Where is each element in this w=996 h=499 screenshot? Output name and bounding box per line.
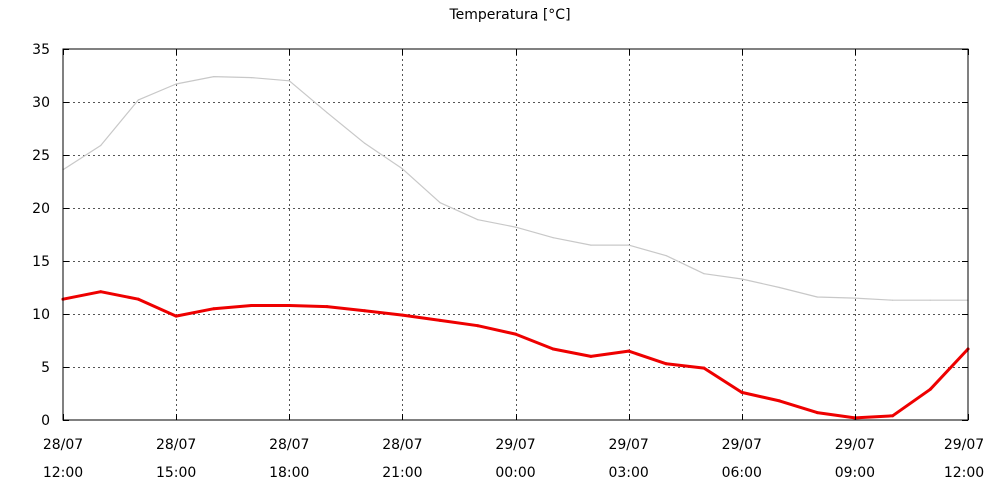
- series-red-point-2: [136, 297, 140, 301]
- series-gray-point-23: [929, 299, 931, 301]
- y-tick-label-0: 0: [41, 413, 50, 429]
- axis-ticks: [63, 49, 969, 421]
- series-gray-point-18: [741, 278, 743, 280]
- x-tick-date-4: 29/07: [495, 437, 535, 453]
- x-tick-date-7: 29/07: [835, 437, 875, 453]
- series-red-point-22: [891, 414, 895, 418]
- series-gray-point-11: [477, 219, 479, 221]
- series-red-point-7: [325, 305, 329, 309]
- series-gray-point-16: [665, 255, 667, 257]
- x-tick-time-4: 00:00: [495, 465, 535, 481]
- series-gray-point-7: [326, 112, 328, 114]
- x-tick-time-7: 09:00: [835, 465, 875, 481]
- y-tick-label-1: 5: [41, 360, 50, 376]
- series-gray-point-22: [892, 299, 894, 301]
- series-red-point-19: [778, 399, 781, 403]
- series-red-point-1: [99, 290, 103, 294]
- series-gray-point-5: [250, 77, 253, 79]
- series-gray-point-3: [175, 83, 177, 85]
- series-red-point-14: [589, 354, 593, 358]
- data-series: [61, 75, 970, 420]
- series-red-point-9: [400, 313, 404, 317]
- x-tick-time-0: 12:00: [43, 465, 83, 481]
- x-tick-date-2: 28/07: [269, 437, 309, 453]
- series-red-point-8: [363, 309, 367, 313]
- series-gray: [62, 75, 969, 301]
- x-tick-date-5: 29/07: [608, 437, 648, 453]
- plot-frame: [62, 48, 969, 421]
- x-tick-date-8: 29/07: [944, 437, 984, 453]
- x-tick-time-3: 21:00: [382, 465, 422, 481]
- series-red-point-10: [438, 318, 442, 322]
- series-gray-point-17: [703, 273, 705, 275]
- series-red-point-13: [551, 347, 555, 351]
- y-tick-label-6: 30: [32, 95, 50, 111]
- series-red-point-17: [702, 366, 706, 370]
- series-red-point-20: [815, 411, 819, 415]
- series-gray-point-4: [213, 76, 215, 78]
- series-red-point-15: [627, 349, 631, 353]
- x-tick-time-1: 15:00: [156, 465, 196, 481]
- x-tick-time-2: 18:00: [269, 465, 309, 481]
- x-tick-time-5: 03:00: [608, 465, 648, 481]
- x-tick-date-3: 28/07: [382, 437, 422, 453]
- y-tick-label-7: 35: [32, 42, 50, 58]
- series-gray-point-15: [628, 244, 630, 246]
- series-gray-point-13: [552, 237, 554, 239]
- x-tick-date-1: 28/07: [156, 437, 196, 453]
- grid-lines: [63, 49, 968, 420]
- series-red-point-12: [514, 332, 517, 336]
- series-red-point-16: [664, 362, 668, 366]
- series-red-point-18: [740, 390, 744, 394]
- series-red-point-3: [174, 314, 178, 318]
- x-axis-tick-labels: 28/07 12:00 28/07 15:00 28/07 18:00 28/07 21:00…: [43, 437, 984, 481]
- series-gray-point-6: [288, 80, 290, 82]
- y-tick-label-4: 20: [32, 201, 50, 217]
- series-gray-point-2: [137, 99, 139, 101]
- series-red-point-4: [212, 307, 216, 311]
- series-red-point-5: [250, 304, 253, 307]
- series-gray-point-8: [364, 142, 366, 144]
- series-gray-point-20: [816, 296, 818, 298]
- series-gray-point-9: [401, 168, 403, 170]
- x-tick-date-0: 28/07: [43, 437, 83, 453]
- y-tick-label-5: 25: [32, 148, 50, 164]
- x-tick-time-6: 06:00: [722, 465, 762, 481]
- series-gray-point-1: [100, 144, 102, 147]
- series-red-point-23: [928, 387, 932, 391]
- series-gray-point-12: [514, 226, 517, 228]
- chart-title: Temperatura [°C]: [448, 7, 570, 23]
- y-tick-label-3: 15: [32, 254, 50, 270]
- series-gray-point-19: [778, 286, 781, 289]
- series-gray-point-21: [854, 297, 856, 299]
- y-axis-tick-labels: 0 5 10 15 20 25 30 35: [32, 42, 50, 429]
- series-red-point-11: [476, 324, 480, 328]
- series-red-point-6: [287, 304, 291, 307]
- x-tick-date-6: 29/07: [722, 437, 762, 453]
- y-tick-label-2: 10: [32, 307, 50, 323]
- series-gray-point-10: [439, 202, 441, 204]
- x-tick-time-8: 12:00: [944, 465, 984, 481]
- series-gray-point-14: [590, 244, 592, 246]
